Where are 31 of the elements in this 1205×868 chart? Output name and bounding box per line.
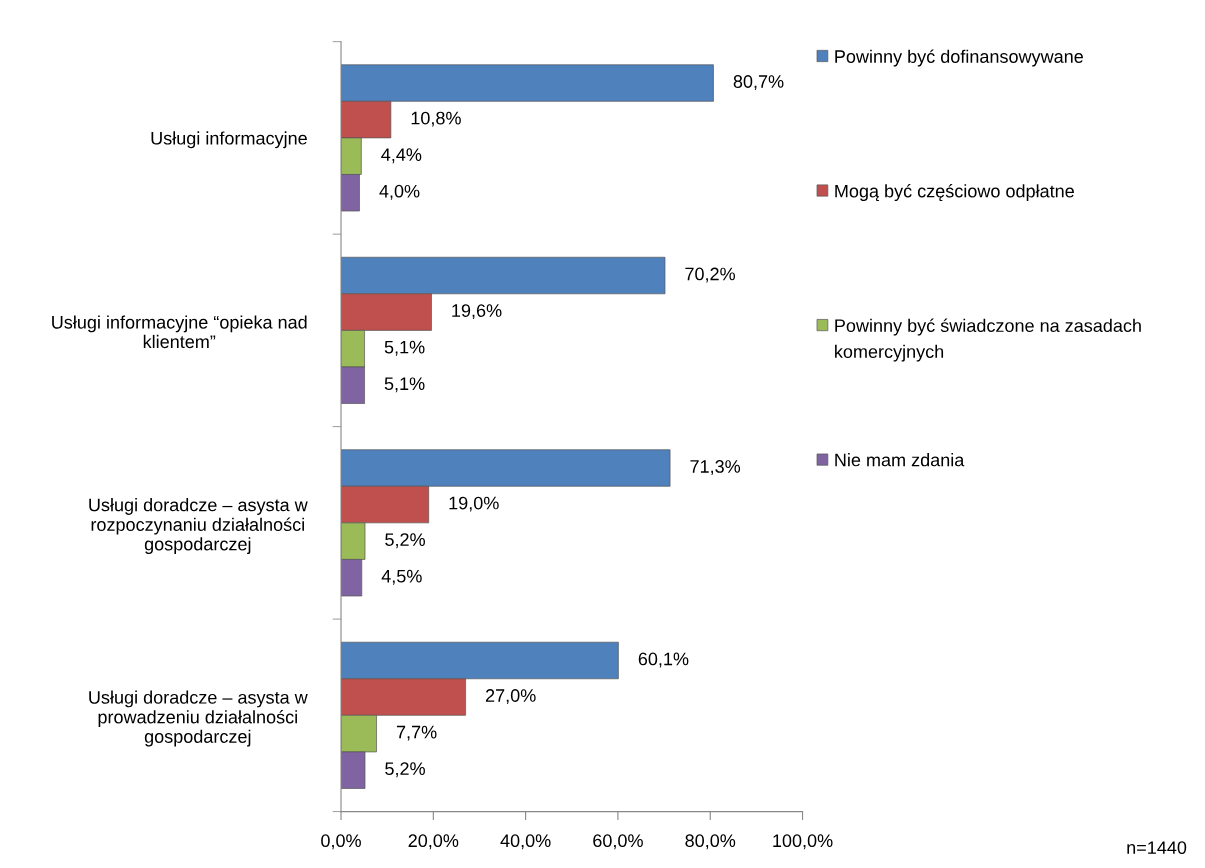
y-tick-label: Usługi doradcze – asysta w rozpoczynaniu działalności gospodarczej xyxy=(89,498,308,555)
y-tick-label: Usługi doradcze – asysta w prowadzeniu działalności gospodarczej xyxy=(89,690,308,747)
data-label: 10,8% xyxy=(411,111,461,127)
legend-label: Nie mam zdania xyxy=(835,453,965,467)
data-label: 60,1% xyxy=(638,652,689,668)
x-tick-label: 100,0% xyxy=(773,834,833,850)
x-tick-label: 20,0% xyxy=(408,834,459,850)
data-label: 19,6% xyxy=(452,304,502,320)
y-tick-label: Usługi informacyjne “opieka nad klientem” xyxy=(52,315,307,349)
data-label: 5,2% xyxy=(385,533,425,549)
legend-label: Mogą być częściowo odpłatne xyxy=(835,184,1074,202)
text: n=1440 xyxy=(1127,841,1187,855)
x-tick-label: 80,0% xyxy=(685,834,736,850)
data-label: 4,4% xyxy=(381,148,422,164)
data-label: 5,1% xyxy=(384,340,425,356)
data-label: 4,5% xyxy=(381,569,422,585)
data-label: 19,0% xyxy=(449,496,499,512)
legend-label: Powinny być dofinansowywane xyxy=(835,49,1083,67)
data-label: 5,1% xyxy=(384,377,425,393)
data-label: 5,2% xyxy=(385,762,425,778)
data-label: 70,2% xyxy=(685,267,735,283)
x-tick-label: 60,0% xyxy=(593,834,643,850)
data-label: 7,7% xyxy=(396,725,437,741)
y-tick-label: Usługi informacyjne xyxy=(151,131,307,149)
data-label: 71,3% xyxy=(690,460,741,475)
data-label: 4,0% xyxy=(379,184,420,200)
data-label: 80,7% xyxy=(733,75,784,91)
x-tick-label: 0,0% xyxy=(321,834,361,850)
data-label: 27,0% xyxy=(485,689,536,705)
legend-label: Powinny być świadczone na zasadach komercyjnych xyxy=(835,318,1141,362)
x-tick-label: 40,0% xyxy=(500,834,551,850)
